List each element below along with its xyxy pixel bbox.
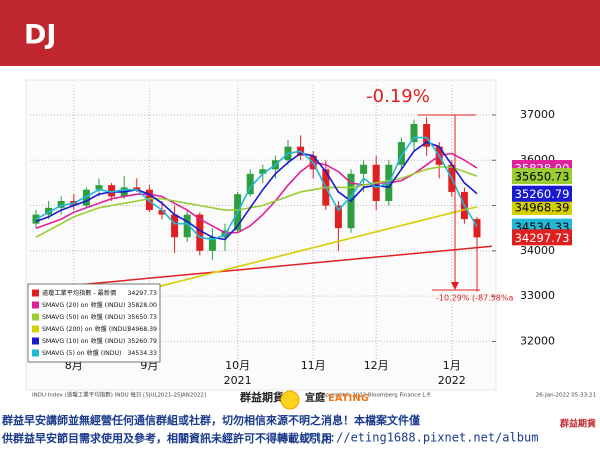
y-tick-label: 34000 xyxy=(520,244,555,257)
legend-value: 34534.33 xyxy=(127,350,157,357)
source: INDU Index (道瓊工業平均指數) INDU 每日 [5JUL2021-… xyxy=(32,391,206,399)
watermark-brand: 群益期貨 xyxy=(239,390,284,404)
trend-line xyxy=(29,245,493,291)
watermark-name: 宜庭 xyxy=(305,391,326,404)
annotation-change: -0.19% xyxy=(366,86,430,107)
legend-swatch xyxy=(32,313,39,321)
legend-value: 35650.73 xyxy=(127,314,157,321)
watermark-url: http://eting1688.pixnet.net/album xyxy=(300,431,538,445)
candle-body xyxy=(57,201,65,208)
y-tick-label: 32000 xyxy=(520,334,555,347)
y-tick-label: 37000 xyxy=(520,108,555,121)
candle-body xyxy=(171,214,179,238)
value-tag-label: 35260.79 xyxy=(515,187,570,201)
ma-line xyxy=(35,136,478,241)
candle-body xyxy=(410,124,418,143)
legend-name: SMAVG (5) on 收盤 (INDU) xyxy=(42,349,121,357)
legend-swatch xyxy=(32,301,39,309)
candle-body xyxy=(82,189,90,206)
candle-body xyxy=(145,189,153,211)
watermark-sun xyxy=(280,390,300,410)
x-year-label: 2022 xyxy=(438,374,466,387)
candle-body xyxy=(423,124,431,147)
disclaimer-line: 群益早安講師並無經營任何通信群組或社群，切勿相信來源不明之消息！本檔案文件僅 xyxy=(1,413,420,427)
candle-body xyxy=(334,205,342,229)
candle-body xyxy=(360,164,368,174)
x-tick-label: 12月 xyxy=(364,359,389,372)
value-tag xyxy=(512,168,572,185)
header-band xyxy=(0,0,600,66)
candle-body xyxy=(208,237,216,251)
x-tick-label: 1月 xyxy=(443,359,461,372)
y-tick-label: 33000 xyxy=(520,289,555,302)
legend-value: 34968.39 xyxy=(127,326,157,333)
legend-swatch xyxy=(32,337,39,345)
ma-line xyxy=(35,166,478,238)
candle-body xyxy=(158,210,166,215)
x-year-label: 2021 xyxy=(224,374,252,387)
candle-body xyxy=(397,142,405,165)
value-tag xyxy=(512,229,572,246)
annotation-arrow xyxy=(451,282,459,290)
disclaimer-line: 供群益早安節目需求使用及參考，相關資訊未經許可不得轉載或引用 xyxy=(1,431,332,445)
candle-body xyxy=(473,219,481,238)
x-tick-label: 10月 xyxy=(225,359,250,372)
value-tag-label: 34297.73 xyxy=(515,231,570,245)
value-tag-label: 34968.39 xyxy=(515,200,570,214)
legend-box xyxy=(27,283,161,363)
candle-body xyxy=(32,214,40,224)
legend-value: 34297.73 xyxy=(127,290,157,297)
legend-name: SMAVG (200) on 收盤 (INDU) xyxy=(42,325,129,333)
candle-body xyxy=(45,207,53,215)
annotation-drawdown: -10.29% (-87.58%a xyxy=(436,294,513,303)
candle-body xyxy=(259,169,267,174)
candle-body xyxy=(246,173,254,195)
timestamp: 26-Jan-2022 05:33:21 xyxy=(536,393,596,399)
legend-value: 35260.79 xyxy=(127,338,157,345)
header-title: DJ xyxy=(24,20,56,51)
ma-line xyxy=(35,152,478,234)
legend-name: SMAVG (50) on 收盤 (INDU) xyxy=(42,313,125,321)
watermark-tag: EATING xyxy=(328,393,369,404)
x-tick-label: 11月 xyxy=(301,359,326,372)
candle-body xyxy=(183,214,191,238)
copyright: Copyright© 2022 Bloomberg Finance L.P. xyxy=(318,392,432,399)
legend-value: 35828.00 xyxy=(127,302,157,309)
candle-body xyxy=(196,214,204,251)
candle-body xyxy=(133,187,141,190)
ma-line xyxy=(111,206,478,300)
legend-swatch xyxy=(32,289,39,297)
legend-name: SMAVG (10) on 收盤 (INDU) xyxy=(42,337,125,345)
candle-body xyxy=(108,185,116,197)
legend-name: SMAVG (20) on 收盤 (INDU) xyxy=(42,301,125,309)
logo: 群益期貨 xyxy=(559,418,596,430)
legend-swatch xyxy=(32,325,39,333)
value-tag xyxy=(512,198,572,215)
value-tag-label: 35650.73 xyxy=(515,170,570,184)
value-tag xyxy=(512,185,572,202)
legend-name: 道瓊工業平均指數 - 最新價 xyxy=(42,289,116,297)
legend-swatch xyxy=(32,349,39,357)
candle-body xyxy=(95,185,103,190)
